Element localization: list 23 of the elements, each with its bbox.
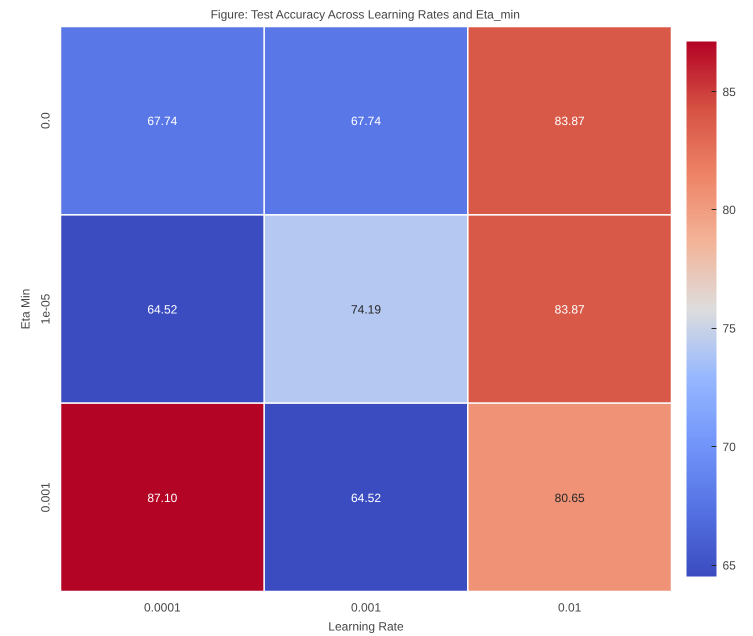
chart-title: Figure: Test Accuracy Across Learning Rates and Eta_min [210,8,520,22]
data-label: 64.52 [350,490,382,505]
data-label: 64.52 [147,302,178,316]
data-label: 67.74 [350,114,382,128]
y-tick-label: 0.001 [38,482,52,512]
data-label: 83.87 [554,114,586,128]
y-tick-label: 0.0 [38,112,52,130]
data-label: 80.65 [554,490,586,505]
y-tick-label: 1e-05 [38,293,52,324]
color-bar-label: 80 [722,203,736,218]
color-bar-label: 85 [722,84,736,99]
data-label: 74.19 [350,302,382,316]
y-axis-title: Eta Min [18,288,32,330]
x-tick-label: 0.01 [558,600,582,614]
color-bar-label: 70 [722,440,736,454]
x-tick-label: 0.0001 [144,600,182,614]
color-bar-label: 65 [722,558,736,573]
x-tick-label: 0.001 [350,600,382,614]
data-label: 83.87 [554,302,586,316]
color-bar-label: 75 [722,322,736,336]
x-axis-title: Learning Rate [328,620,404,634]
data-label: 87.10 [147,490,178,505]
data-label: 67.74 [147,114,178,128]
